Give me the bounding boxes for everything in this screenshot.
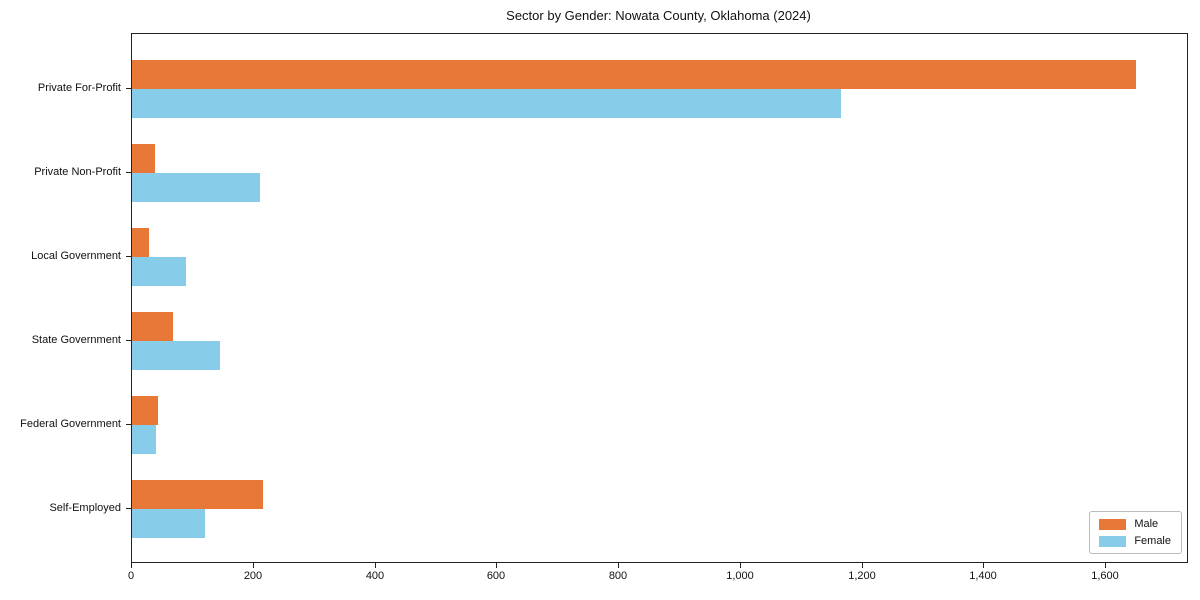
y-tick-label: Self-Employed bbox=[49, 502, 121, 514]
female-bar bbox=[132, 173, 260, 202]
x-tick-label: 0 bbox=[127, 570, 135, 582]
y-tick-mark bbox=[126, 88, 131, 89]
plot-area: Male Female bbox=[131, 33, 1188, 563]
legend: Male Female bbox=[1089, 511, 1182, 554]
y-tick-mark bbox=[126, 424, 131, 425]
x-tick-mark bbox=[983, 563, 984, 568]
y-tick-label: Federal Government bbox=[20, 418, 121, 430]
female-bar bbox=[132, 89, 841, 118]
x-tick-mark bbox=[131, 563, 132, 568]
y-tick-label: Private For-Profit bbox=[37, 82, 121, 94]
legend-swatch-female bbox=[1099, 535, 1127, 547]
x-tick-label: 1,400 bbox=[969, 570, 997, 582]
y-tick-label: Local Government bbox=[31, 250, 121, 262]
male-bar bbox=[132, 480, 263, 509]
legend-label: Female bbox=[1134, 535, 1171, 547]
x-tick-label: 1,200 bbox=[848, 570, 876, 582]
x-tick-label: 1,600 bbox=[1091, 570, 1119, 582]
y-tick-label: Private Non-Profit bbox=[34, 166, 121, 178]
x-tick-mark bbox=[740, 563, 741, 568]
x-tick-label: 600 bbox=[486, 570, 506, 582]
male-bar bbox=[132, 144, 155, 173]
y-tick-mark bbox=[126, 508, 131, 509]
x-tick-label: 800 bbox=[608, 570, 628, 582]
male-bar bbox=[132, 312, 173, 341]
male-bar bbox=[132, 396, 158, 425]
female-bar bbox=[132, 425, 156, 454]
y-tick-mark bbox=[126, 256, 131, 257]
y-tick-mark bbox=[126, 172, 131, 173]
x-tick-mark bbox=[1105, 563, 1106, 568]
legend-entry-female: Female bbox=[1099, 535, 1171, 547]
male-bar bbox=[132, 228, 149, 257]
legend-entry-male: Male bbox=[1099, 518, 1171, 530]
y-tick-label: State Government bbox=[31, 334, 121, 346]
x-tick-mark bbox=[253, 563, 254, 568]
female-bar bbox=[132, 257, 186, 286]
legend-label: Male bbox=[1134, 518, 1159, 530]
chart-title: Sector by Gender: Nowata County, Oklahom… bbox=[506, 8, 811, 23]
female-bar bbox=[132, 341, 220, 370]
x-tick-mark bbox=[375, 563, 376, 568]
x-tick-mark bbox=[618, 563, 619, 568]
female-bar bbox=[132, 509, 205, 538]
legend-swatch-male bbox=[1099, 518, 1127, 530]
y-tick-mark bbox=[126, 340, 131, 341]
x-tick-mark bbox=[496, 563, 497, 568]
x-tick-label: 400 bbox=[365, 570, 385, 582]
x-tick-mark bbox=[862, 563, 863, 568]
x-tick-label: 200 bbox=[243, 570, 263, 582]
male-bar bbox=[132, 60, 1136, 89]
x-tick-label: 1,000 bbox=[726, 570, 754, 582]
